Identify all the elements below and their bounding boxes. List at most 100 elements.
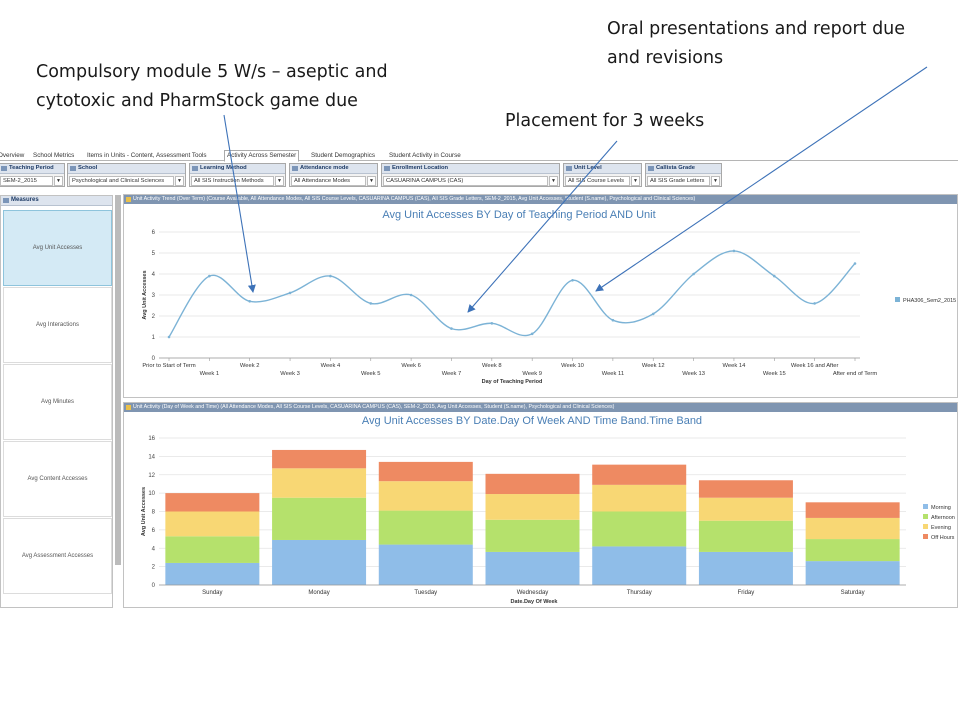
filter-label: Callista Grade [656,165,695,171]
dropdown-arrow-icon[interactable]: ▼ [54,176,63,186]
y-tick-label: 6 [152,230,156,236]
unit-level-select[interactable]: All SIS Course Levels [565,176,630,186]
teaching-period-select[interactable]: SEM-2_2015 [0,176,53,186]
annotation-line-2: cytotoxic and PharmStock game due [36,91,358,111]
chart-icon [126,405,131,410]
tab-school-metrics[interactable]: School Metrics [33,152,75,159]
dropdown-arrow-icon[interactable]: ▼ [549,176,558,186]
filter-callista-grade: Callista Grade All SIS Grade Letters ▼ [645,163,722,187]
bar-segment [378,510,473,545]
x-tick-label: Week 4 [321,363,341,369]
attendance-mode-select[interactable]: All Attendance Modes [291,176,366,186]
bar-segment [592,511,687,547]
annotation-compulsory-module: Compulsory module 5 W/s – aseptic and cy… [36,58,388,116]
data-point [329,274,332,278]
data-point [450,327,453,330]
legend-label: Morning [931,505,951,511]
enrollment-location-select[interactable]: CASUARINA CAMPUS (CAS) [383,176,548,186]
dropdown-arrow-icon[interactable]: ▼ [175,176,184,186]
legend-swatch [923,534,928,539]
data-point [248,300,252,303]
filter-icon [192,166,198,171]
tab-bar: Overview School Metrics Items in Units -… [0,149,958,162]
x-tick-label: Week 15 [763,371,786,377]
y-tick-label: 4 [152,272,156,278]
callista-grade-select[interactable]: All SIS Grade Letters [647,176,710,186]
bar-segment [378,461,473,482]
dropdown-arrow-icon[interactable]: ▼ [631,176,640,186]
filter-teaching-period: Teaching Period SEM-2_2015 ▼ [0,163,65,187]
annotation-line-1: Compulsory module 5 W/s – aseptic and [36,62,388,82]
measures-title: Measures [11,197,39,203]
annotation-placement: Placement for 3 weeks [505,111,705,131]
data-point [288,291,292,295]
bar-segment [485,519,580,552]
school-select[interactable]: Psychological and Clinical Sciences [69,176,174,186]
x-tick-label: Week 2 [240,363,260,369]
tab-student-demographics[interactable]: Student Demographics [311,152,376,159]
tab-student-activity[interactable]: Student Activity in Course [389,152,461,159]
filter-icon [566,166,572,171]
x-tick-label: Sunday [202,590,222,596]
tab-items-in-units[interactable]: Items in Units - Content, Assessment Too… [87,152,207,159]
bar-segment [165,511,260,537]
filter-icon [384,166,390,171]
filter-bar: Teaching Period SEM-2_2015 ▼ School Psyc… [0,163,958,188]
filter-label: Teaching Period [9,165,54,171]
filter-icon [292,166,298,171]
dropdown-arrow-icon[interactable]: ▼ [711,176,720,186]
data-point [571,279,574,282]
y-tick-label: 1 [152,335,156,341]
learning-method-select[interactable]: All SIS Instruction Methods [191,176,274,186]
y-tick-label: 0 [152,356,156,362]
bar-segment [378,481,473,511]
data-point [853,262,857,265]
data-point [208,274,211,278]
filter-learning-method: Learning Method All SIS Instruction Meth… [189,163,286,187]
measure-avg-content-accesses[interactable]: Avg Content Accesses [3,441,112,517]
dropdown-arrow-icon[interactable]: ▼ [275,176,284,186]
trend-panel-header: Unit Activity Trend (Over Term) (Course … [133,196,696,202]
bar-segment [272,449,367,469]
y-tick-label: 8 [152,510,156,516]
x-tick-label: Week 11 [602,371,624,377]
data-point [490,322,494,325]
y-tick-label: 3 [152,293,156,299]
tab-activity-across-semester[interactable]: Activity Across Semester [224,150,300,162]
trend-line-chart: Avg Unit Accesses BY Day of Teaching Per… [142,209,956,385]
annotation-line-1: Oral presentations and report due [607,19,906,39]
y-tick-label: 4 [152,546,156,552]
measures-panel: Measures Avg Unit Accesses Avg Interacti… [0,195,113,608]
bar-segment [698,551,793,585]
measure-avg-interactions[interactable]: Avg Interactions [3,287,112,363]
bar-segment [272,539,367,585]
x-tick-label: Saturday [841,590,865,596]
y-tick-label: 12 [148,473,155,479]
filter-label: Learning Method [200,165,247,171]
dropdown-arrow-icon[interactable]: ▼ [367,176,376,186]
data-point [772,274,776,278]
bar-segment [272,497,367,540]
x-tick-label: Week 16 and After [791,363,839,369]
y-tick-label: 14 [148,454,155,460]
y-tick-label: 5 [152,251,156,257]
data-point [692,272,695,276]
day-time-panel-header: Unit Activity (Day of Week and Time) (Al… [133,404,615,410]
legend-swatch [895,297,900,302]
legend-swatch [923,524,928,529]
filter-label: Enrollment Location [392,165,449,171]
measure-avg-unit-accesses[interactable]: Avg Unit Accesses [3,210,112,286]
x-tick-label: Wednesday [517,590,549,596]
x-tick-label: Monday [308,590,329,596]
filter-unit-level: Unit Level All SIS Course Levels ▼ [563,163,642,187]
tab-overview[interactable]: Overview [0,152,25,159]
x-tick-label: Week 12 [642,363,665,369]
measure-avg-assessment-accesses[interactable]: Avg Assessment Accesses [3,518,112,594]
data-point [167,335,171,339]
filter-attendance-mode: Attendance mode All Attendance Modes ▼ [289,163,378,187]
annotation-line-2: and revisions [607,48,724,68]
bar-segment [805,517,900,540]
legend-label: Afternoon [931,515,955,521]
panel-splitter[interactable] [115,195,121,565]
measure-avg-minutes[interactable]: Avg Minutes [3,364,112,440]
